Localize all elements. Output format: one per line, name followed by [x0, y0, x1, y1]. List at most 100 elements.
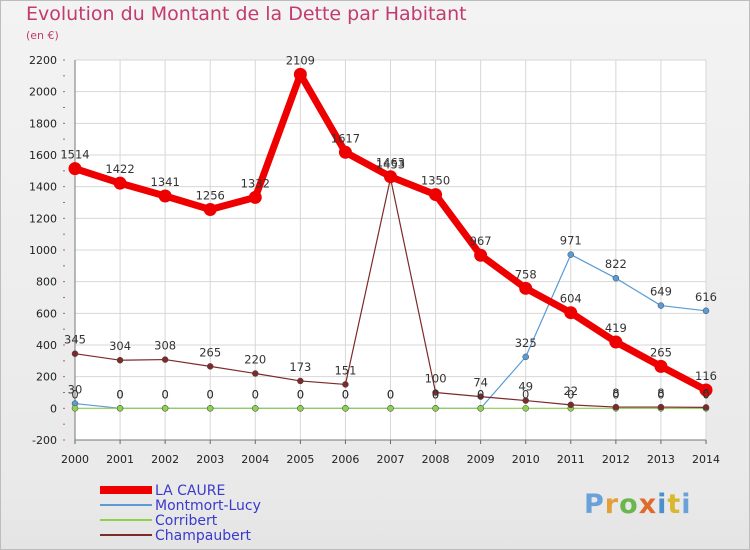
data-point-la-caure: [474, 248, 488, 262]
y-tick-label: 1600: [29, 149, 57, 162]
data-point-corribert: [71, 405, 79, 412]
data-label-corribert: 0: [702, 387, 709, 401]
data-point-corribert: [252, 405, 259, 412]
data-point-champaubert: [252, 370, 259, 377]
x-tick-label: 2000: [61, 453, 89, 466]
data-point-corribert: [477, 405, 484, 412]
data-label-champaubert: 304: [109, 339, 131, 353]
data-label-montmort-lucy: 0: [207, 387, 214, 401]
x-tick-label: 2011: [557, 453, 585, 466]
data-point-la-caure: [248, 190, 262, 204]
x-tick-label: 2003: [196, 453, 224, 466]
data-point-corribert: [206, 405, 214, 412]
data-point-champaubert: [342, 381, 349, 388]
data-label-corribert: 0: [71, 387, 78, 401]
data-point-champaubert: [71, 350, 79, 357]
data-label-la-caure: 604: [560, 292, 582, 306]
data-label-corribert: 0: [297, 387, 304, 401]
data-point-corribert: [116, 405, 124, 412]
x-tick-label: 2002: [151, 453, 179, 466]
data-label-champaubert: 6: [702, 386, 709, 400]
data-label-montmort-lucy: 616: [695, 290, 717, 304]
chart-title: Evolution du Montant de la Dette par Hab…: [26, 3, 467, 25]
data-label-champaubert: 220: [244, 353, 266, 367]
data-label-la-caure: 1617: [331, 131, 360, 145]
data-point-corribert: [342, 405, 349, 412]
x-tick-label: 2007: [377, 453, 405, 466]
data-point-corribert: [161, 405, 169, 412]
data-label-la-caure: 967: [470, 234, 492, 248]
data-label-champaubert: 151: [334, 363, 356, 377]
data-point-la-caure: [519, 281, 533, 295]
x-tick-label: 2009: [467, 453, 495, 466]
grid: [74, 59, 707, 441]
series: [68, 67, 713, 412]
data-point-champaubert: [612, 403, 620, 411]
data-label-montmort-lucy: 325: [515, 336, 537, 350]
data-point-champaubert: [116, 356, 124, 364]
y-tick-label: 1200: [29, 212, 57, 225]
axes: -200020040060080010001200140016001800200…: [29, 54, 720, 466]
y-tick-label: 1800: [29, 117, 57, 130]
data-label-montmort-lucy: 0: [387, 387, 394, 401]
data-point-champaubert: [702, 404, 710, 411]
y-tick-label: 0: [50, 402, 57, 415]
y-tick-label: -200: [32, 434, 57, 447]
data-point-champaubert: [567, 401, 575, 409]
y-tick-label: 1000: [29, 244, 57, 257]
data-point-la-caure: [113, 176, 127, 190]
data-point-montmort-lucy: [522, 353, 529, 361]
data-label-corribert: 0: [252, 387, 259, 401]
data-point-champaubert: [522, 397, 529, 404]
data-label-montmort-lucy: 0: [161, 387, 168, 401]
data-point-champaubert: [477, 393, 484, 400]
data-point-la-caure: [699, 383, 713, 397]
y-tick-label: 200: [36, 371, 57, 384]
data-point-champaubert: [657, 403, 665, 411]
data-point-corribert: [432, 405, 439, 412]
y-tick-label: 1400: [29, 181, 57, 194]
x-tick-label: 2001: [106, 453, 134, 466]
y-tick-label: 2200: [29, 54, 57, 67]
data-label-champaubert: 1453: [376, 157, 405, 171]
data-point-la-caure: [609, 335, 623, 349]
data-label-corribert: 0: [432, 387, 439, 401]
data-point-la-caure: [158, 189, 172, 203]
data-point-montmort-lucy: [567, 251, 575, 258]
data-label-champaubert: 8: [612, 386, 619, 400]
data-point-champaubert: [206, 363, 214, 370]
data-label-montmort-lucy: 0: [116, 387, 123, 401]
data-label-la-caure: 1422: [105, 162, 134, 176]
data-label-montmort-lucy: 0: [297, 387, 304, 401]
data-point-la-caure: [203, 202, 217, 216]
data-label-montmort-lucy: 0: [342, 387, 349, 401]
data-point-la-caure: [654, 359, 668, 373]
data-label-corribert: 0: [161, 387, 168, 401]
x-tick-label: 2004: [241, 453, 269, 466]
data-point-la-caure: [338, 145, 352, 159]
legend-label-montmort-lucy: Montmort-Lucy: [155, 498, 261, 514]
x-tick-label: 2006: [331, 453, 359, 466]
data-label-champaubert: 173: [289, 360, 311, 374]
data-point-champaubert: [297, 377, 304, 385]
data-label-montmort-lucy: 0: [477, 387, 484, 401]
data-point-montmort-lucy: [612, 274, 620, 282]
data-label-corribert: 0: [522, 387, 529, 401]
data-point-corribert: [387, 405, 394, 412]
data-point-la-caure: [68, 162, 82, 176]
y-tick-label: 600: [36, 307, 57, 320]
y-tick-label: 2000: [29, 86, 57, 99]
x-tick-label: 2010: [512, 453, 540, 466]
data-point-champaubert: [432, 389, 439, 396]
data-point-corribert: [522, 405, 529, 412]
data-label-montmort-lucy: 822: [605, 257, 627, 271]
data-label-montmort-lucy: 649: [650, 285, 672, 299]
data-label-la-caure: 419: [605, 321, 627, 335]
data-label-champaubert: 308: [154, 339, 176, 353]
data-label-corribert: 0: [612, 387, 619, 401]
data-label-corribert: 0: [116, 387, 123, 401]
data-label-corribert: 0: [657, 387, 664, 401]
data-label-montmort-lucy: 971: [560, 234, 582, 248]
data-label-la-caure: 2109: [286, 53, 315, 67]
data-point-champaubert: [161, 356, 169, 363]
